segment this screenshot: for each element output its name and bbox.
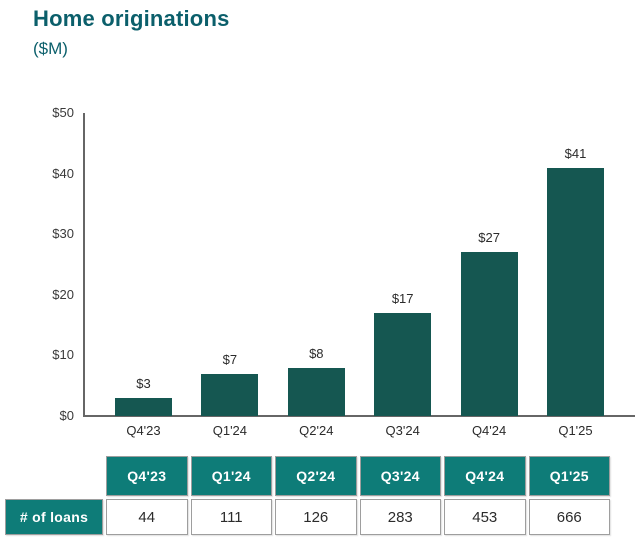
table-header-q1-24: Q1'24: [190, 456, 272, 496]
bar-value-label-q1-25: $41: [564, 145, 587, 161]
table-cell-q1-25-of-loans: 666: [528, 499, 610, 535]
y-tick-label-20: $20: [52, 286, 74, 302]
table-cell-q1-24-of-loans: 111: [190, 499, 272, 535]
loans-table: Q4'23 Q1'24 Q2'24 Q3'24 Q4'24 Q1'25 # of loans…: [5, 456, 610, 535]
y-tick-label-30: $30: [52, 226, 74, 242]
y-tick-label-0: $0: [59, 408, 74, 423]
table-header-q4-24: Q4'24: [444, 456, 526, 496]
bar-q1-24: [201, 373, 259, 416]
table-header-q4-23: Q4'23: [106, 456, 188, 496]
table-header-q2-24: Q2'24: [275, 456, 357, 496]
chart-units-label: ($M): [33, 39, 68, 58]
bar-q2-24: [287, 367, 345, 416]
page-title: Home originations: [33, 6, 230, 31]
y-tick-label-40: $40: [52, 165, 74, 181]
bar-value-label-q4-24: $27: [478, 230, 500, 246]
table-cell-q4-23-of-loans: 44: [106, 499, 188, 535]
table-header-q1-25: Q1'25: [528, 456, 610, 496]
y-axis-line: [83, 113, 85, 417]
bar-value-label-q3-24: $17: [391, 290, 414, 306]
x-tick-label-q4-23: Q4'23: [126, 423, 161, 438]
table-cell-q3-24-of-loans: 283: [359, 499, 441, 535]
table-row-label-of-loans: # of loans: [5, 499, 103, 535]
bar-q1-25: [547, 167, 604, 416]
bar-value-label-q1-24: $7: [222, 351, 238, 367]
y-tick-label-10: $10: [52, 347, 74, 363]
table-cell-q2-24-of-loans: 126: [275, 499, 357, 535]
x-tick-label-q1-24: Q1'24: [212, 423, 248, 438]
x-tick-label-q2-24: Q2'24: [299, 423, 334, 438]
x-tick-label-q4-24: Q4'24: [471, 423, 507, 438]
table-header-q3-24: Q3'24: [359, 456, 441, 496]
x-tick-label-q1-25: Q1'25: [558, 423, 593, 438]
y-tick-label-50: $50: [52, 105, 74, 120]
bar-q3-24: [374, 312, 432, 416]
x-axis-line: [83, 415, 635, 417]
table-cell-q4-24-of-loans: 453: [444, 499, 526, 535]
bar-q4-23: [115, 397, 172, 416]
home-originations-bar-chart: $0 $10 $20 $30 $40 $50 $3 $7 $8 $17 $27 $41 Q4'23 Q…: [52, 105, 635, 438]
x-tick-label-q3-24: Q3'24: [385, 423, 420, 438]
bar-value-label-q4-23: $3: [136, 375, 151, 391]
bar-q4-24: [460, 252, 518, 416]
table-corner-cell: [5, 456, 103, 496]
bar-value-label-q2-24: $8: [309, 345, 324, 361]
